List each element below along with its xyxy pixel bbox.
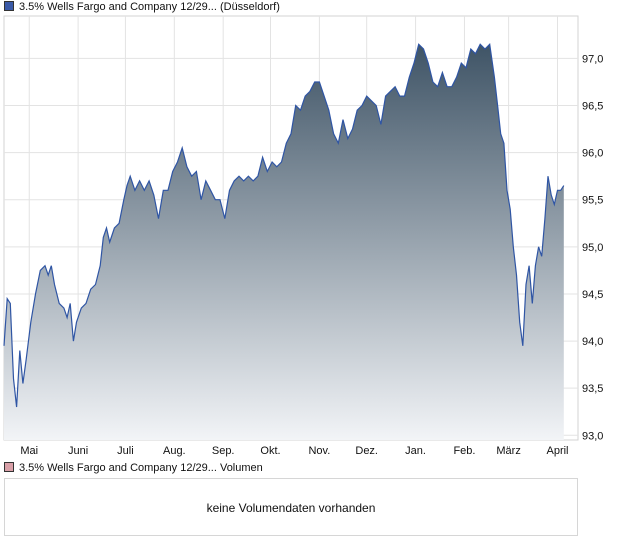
x-tick-label: Mai	[20, 445, 38, 457]
x-tick-label: Okt.	[260, 445, 280, 457]
price-legend-swatch	[4, 1, 14, 11]
volume-chart: keine Volumendaten vorhanden	[4, 478, 578, 536]
volume-legend-swatch	[4, 462, 14, 472]
x-tick-label: Jan.	[405, 445, 426, 457]
x-tick-label: Juni	[68, 445, 88, 457]
price-legend-label: 3.5% Wells Fargo and Company 12/29... (D…	[19, 1, 280, 13]
price-line	[3, 43, 565, 408]
x-tick-label: Aug.	[163, 445, 186, 457]
x-tick-label: Nov.	[308, 445, 330, 457]
price-chart: 93,0 93,5 94,0 94,5 95,0 95,5 96,0 96,5 97,0 Mai J…	[3, 15, 603, 457]
y-tick-label: 93,0	[582, 430, 603, 442]
y-tick-label: 94,0	[582, 336, 603, 348]
x-tick-label: Sep.	[212, 445, 235, 457]
y-tick-label: 95,0	[582, 242, 603, 254]
x-tick-label: März	[496, 445, 520, 457]
y-tick-label: 97,0	[582, 53, 603, 65]
volume-empty-message: keine Volumendaten vorhanden	[206, 501, 376, 515]
x-tick-label: Feb.	[453, 445, 475, 457]
x-tick-label: Juli	[117, 445, 134, 457]
price-area	[4, 44, 564, 441]
y-tick-label: 93,5	[582, 383, 603, 395]
y-tick-label: 96,0	[582, 148, 603, 160]
x-tick-label: April	[546, 445, 568, 457]
y-tick-label: 95,5	[582, 195, 603, 207]
y-tick-label: 94,5	[582, 289, 603, 301]
price-legend: 3.5% Wells Fargo and Company 12/29... (D…	[4, 0, 280, 14]
y-tick-label: 96,5	[582, 101, 603, 113]
volume-legend: 3.5% Wells Fargo and Company 12/29... Vo…	[4, 461, 263, 475]
volume-legend-label: 3.5% Wells Fargo and Company 12/29... Vo…	[19, 462, 263, 474]
x-tick-label: Dez.	[355, 445, 378, 457]
